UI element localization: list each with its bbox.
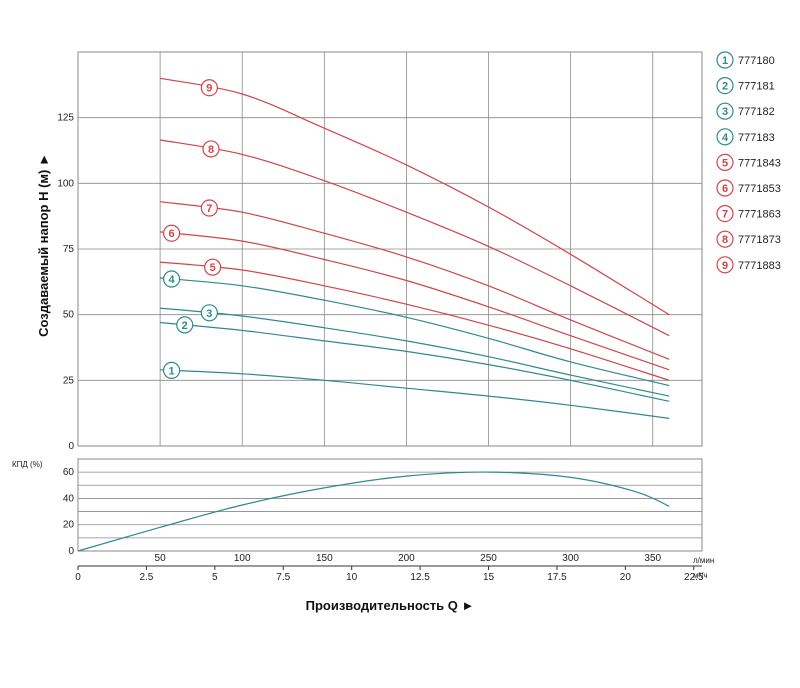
x-tick-m3h: 7.5 [276, 572, 290, 583]
legend-marker-8 [716, 230, 734, 248]
legend-marker-label-5: 5 [722, 157, 728, 169]
curve-marker-8 [202, 140, 220, 158]
x-unit-lmin: л/мин [693, 556, 714, 565]
legend-entry-7771843: 7771843 [738, 157, 781, 169]
x-tick-m3h: 10 [346, 572, 358, 583]
eff-y-tick-label: 40 [63, 493, 75, 504]
efficiency-line [77, 471, 670, 552]
legend-marker-label-7: 7 [722, 209, 728, 221]
legend-entry-777182: 777182 [738, 106, 775, 118]
eff-y-tick-label: 20 [63, 520, 75, 531]
curve-marker-7 [200, 199, 218, 217]
curve-marker-2 [176, 316, 194, 334]
x-tick-lmin: 150 [316, 553, 333, 564]
x-tick-lmin: 250 [480, 553, 497, 564]
x-tick-m3h: 5 [212, 572, 218, 583]
x-axis-title: Производительность Q ► [306, 598, 475, 613]
x-unit-m3h: м³/ч [693, 571, 708, 580]
legend-marker-label-4: 4 [722, 132, 729, 144]
curve-marker-5 [204, 258, 222, 276]
legend-marker-9 [716, 256, 734, 274]
x-tick-m3h: 15 [483, 572, 495, 583]
curve-number-markers: 1 2 3 4 5 6 7 8 9 [163, 79, 222, 379]
curve-marker-label-7: 7 [206, 203, 212, 215]
curve-777180 [160, 369, 670, 419]
curve-7771853 [160, 231, 670, 371]
legend-marker-label-8: 8 [722, 234, 728, 246]
head-y-tick-label: 100 [57, 178, 74, 189]
curve-marker-9 [200, 79, 218, 97]
head-y-tick-label: 25 [63, 375, 75, 386]
curve-marker-3 [200, 304, 218, 322]
curve-marker-label-6: 6 [169, 228, 175, 240]
legend-marker-5 [716, 153, 734, 171]
curve-7771863 [160, 201, 670, 360]
legend-entry-7771873: 7771873 [738, 234, 781, 246]
legend-marker-label-6: 6 [722, 183, 728, 195]
curve-marker-label-1: 1 [169, 365, 175, 377]
curve-marker-label-3: 3 [206, 308, 212, 320]
x-tick-lmin: 350 [644, 553, 661, 564]
legend-entry-7771883: 7771883 [738, 260, 781, 272]
curve-marker-4 [163, 270, 181, 288]
curve-7771873 [159, 139, 670, 337]
eff-y-tick-label: 60 [63, 467, 75, 478]
x-tick-lmin: 300 [562, 553, 579, 564]
x-tick-m3h: 22.5 [684, 572, 704, 583]
head-y-tick-label: 125 [57, 113, 74, 124]
efficiency-curve [77, 471, 670, 552]
x-tick-m3h: 2.5 [139, 572, 153, 583]
head-plot-grid [77, 51, 703, 447]
legend-entry-7771863: 7771863 [738, 209, 781, 221]
x-tick-m3h: 12.5 [410, 572, 430, 583]
legend-marker-1 [716, 51, 734, 69]
legend-entry-777180: 777180 [738, 55, 775, 67]
curve-marker-label-8: 8 [208, 144, 214, 156]
legend-marker-label-2: 2 [722, 81, 728, 93]
head-curves [159, 77, 670, 419]
legend-marker-7 [716, 205, 734, 223]
head-y-ticks: 0 25 50 75 100 125 [57, 113, 74, 452]
curve-marker-label-9: 9 [206, 83, 212, 95]
efficiency-plot-frame [77, 458, 703, 552]
curve-777182 [160, 307, 670, 397]
curve-777181 [160, 321, 670, 402]
efficiency-axis-title: КПД (%) [12, 460, 43, 469]
legend-marker-label-9: 9 [722, 260, 728, 272]
x-tick-m3h: 0 [75, 572, 81, 583]
legend-marker-2 [716, 76, 734, 95]
legend-entry-7771853: 7771853 [738, 183, 781, 195]
x-tick-lmin: 200 [398, 553, 415, 564]
legend-marker-label-3: 3 [722, 106, 728, 118]
x-tick-lmin: 100 [234, 553, 251, 564]
legend-marker-4 [716, 128, 734, 146]
head-y-tick-label: 0 [68, 441, 74, 452]
curve-7771883 [159, 77, 670, 316]
curve-marker-1 [163, 361, 181, 379]
curve-marker-label-4: 4 [169, 274, 176, 286]
eff-y-tick-label: 0 [68, 546, 74, 557]
x-tick-m3h: 20 [620, 572, 632, 583]
curve-marker-label-2: 2 [182, 320, 188, 332]
legend-entry-777183: 777183 [738, 132, 775, 144]
head-y-tick-label: 50 [63, 310, 75, 321]
head-axis-title: Создаваемый напор H (м) ► [36, 153, 51, 337]
x-tick-m3h: 17.5 [547, 572, 567, 583]
x-ticks-m3h: 0 2.5 5 7.5 10 12.5 15 17.5 20 22.5 [75, 565, 704, 583]
legend-marker-6 [716, 179, 734, 197]
legend-marker-label-1: 1 [722, 55, 728, 67]
x-tick-lmin: 50 [155, 553, 167, 564]
legend-marker-3 [716, 102, 734, 120]
x-ticks-lmin: 50 100 150 200 250 300 350 [155, 553, 662, 564]
efficiency-plot-grid [77, 458, 703, 552]
legend-entry-777181: 777181 [738, 81, 775, 93]
curve-7771843 [160, 261, 670, 381]
curve-777183 [160, 277, 670, 387]
efficiency-y-ticks: 0 20 40 60 [63, 467, 75, 557]
curve-marker-6 [163, 224, 181, 242]
curve-marker-label-5: 5 [210, 262, 216, 274]
head-y-tick-label: 75 [63, 244, 75, 255]
